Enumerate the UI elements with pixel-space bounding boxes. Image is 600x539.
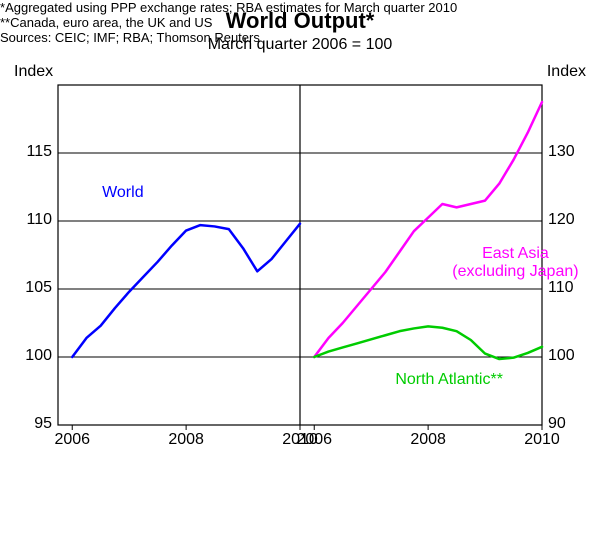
x-tick: 2006 bbox=[48, 431, 96, 449]
x-tick: 2008 bbox=[162, 431, 210, 449]
x-tick: 2010 bbox=[518, 431, 566, 449]
y-tick-right: 130 bbox=[548, 143, 586, 161]
plot-area bbox=[0, 0, 600, 433]
y-tick-left: 105 bbox=[14, 279, 52, 297]
y-tick-right: 120 bbox=[548, 211, 586, 229]
y-tick-left: 115 bbox=[14, 143, 52, 161]
series-label-east_asia: East Asia (excluding Japan) bbox=[452, 245, 578, 281]
y-tick-left: 110 bbox=[14, 211, 52, 229]
y-tick-left: 100 bbox=[14, 347, 52, 365]
series-label-north_atlantic: North Atlantic** bbox=[395, 371, 503, 389]
chart-container: World Output* March quarter 2006 = 100 I… bbox=[0, 0, 600, 539]
y-tick-right: 110 bbox=[548, 279, 586, 297]
series-north_atlantic bbox=[314, 326, 542, 359]
y-tick-right: 100 bbox=[548, 347, 586, 365]
x-tick: 2008 bbox=[404, 431, 452, 449]
series-world bbox=[72, 224, 300, 357]
series-label-world: World bbox=[102, 184, 144, 202]
x-tick: 2006 bbox=[290, 431, 338, 449]
y-tick-left: 95 bbox=[14, 415, 52, 433]
series-east_asia bbox=[314, 102, 542, 357]
